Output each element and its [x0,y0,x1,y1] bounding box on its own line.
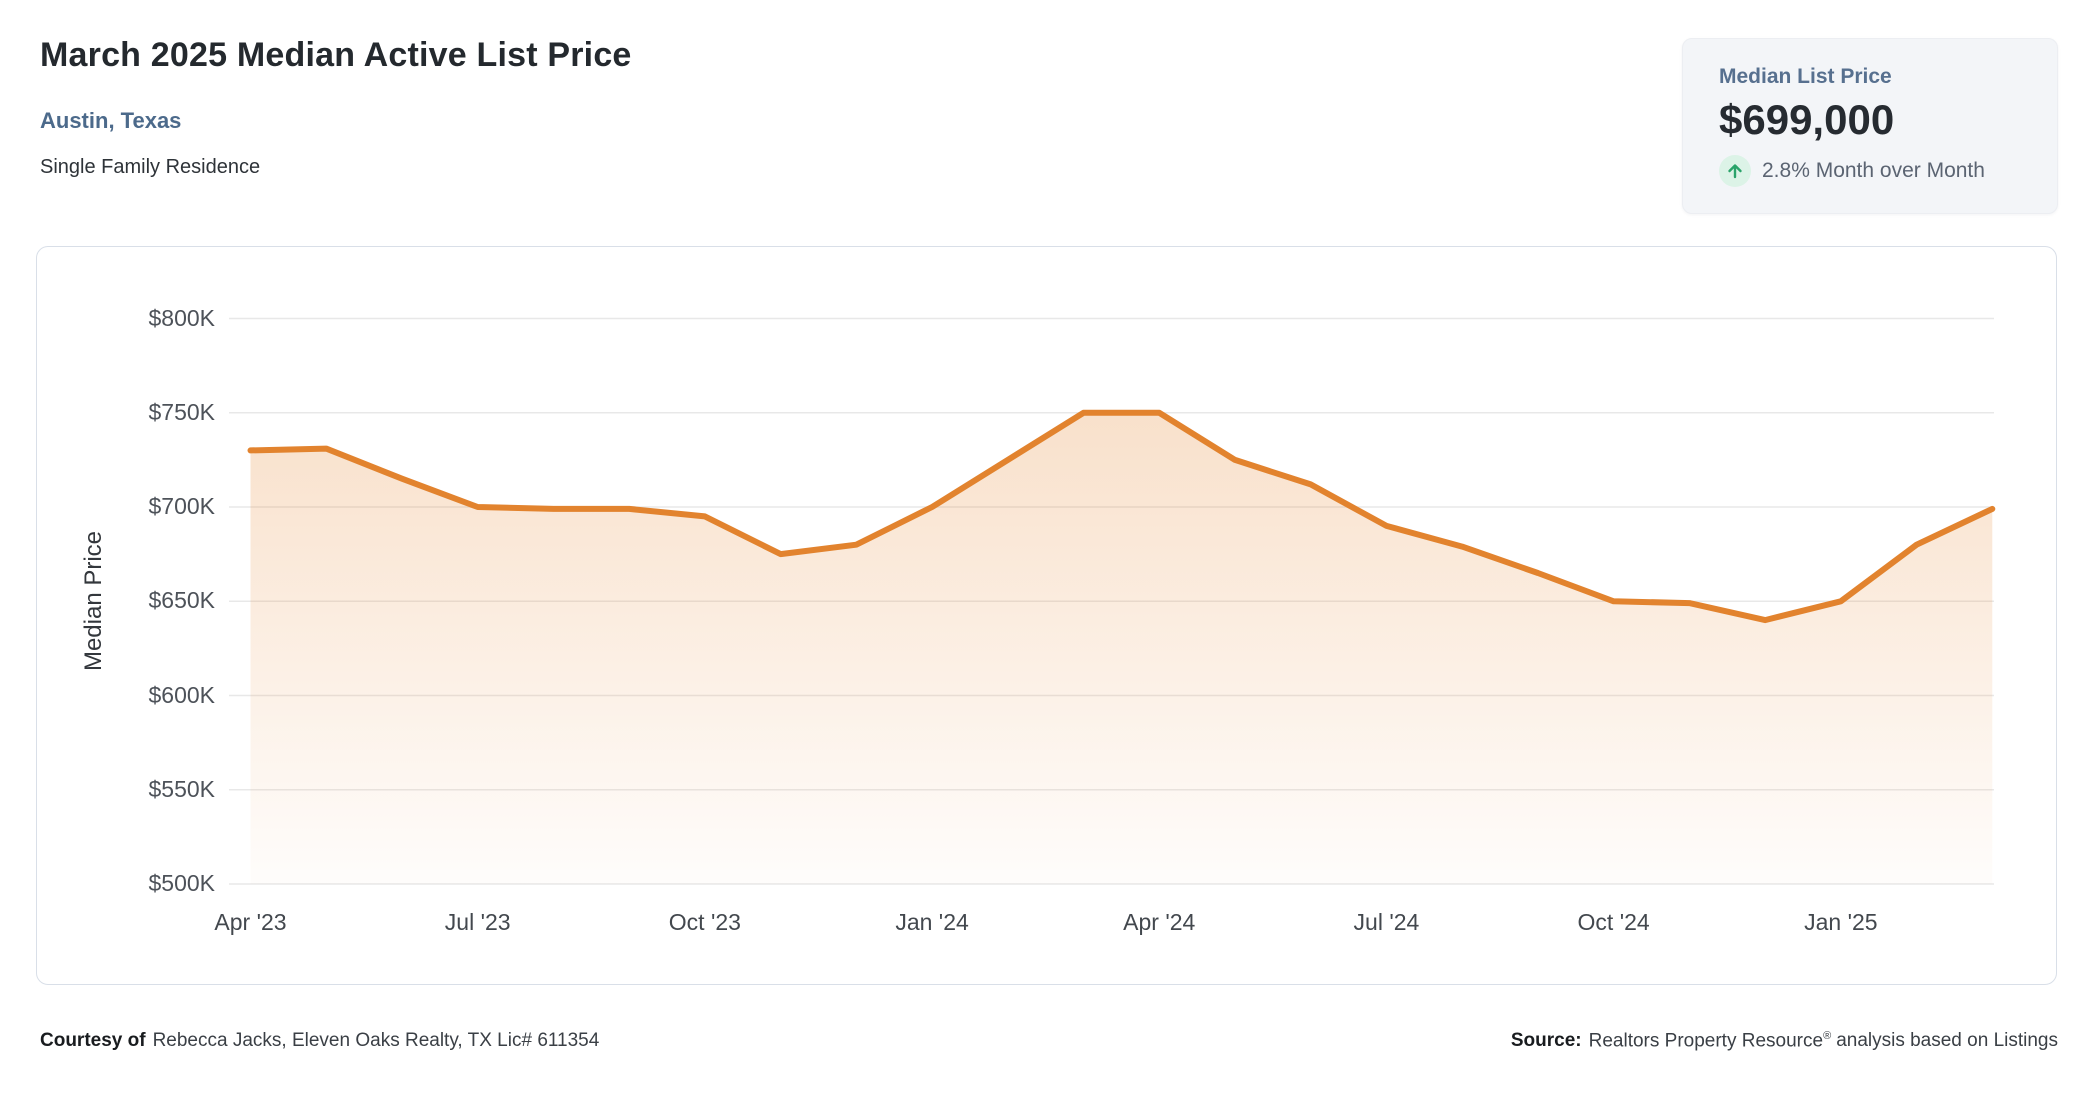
summary-card-label: Median List Price [1719,65,1892,88]
x-axis-tick-label: Apr '23 [214,909,287,935]
y-axis-tick-label: $700K [148,493,215,519]
x-axis-tick-label: Jul '24 [1353,909,1420,935]
source-line: Source: Realtors Property Resource® analys… [1511,1030,2058,1052]
courtesy-label: Courtesy of [40,1030,146,1051]
x-axis-tick-label: Jan '24 [895,909,969,935]
page-title: March 2025 Median Active List Price [40,36,632,74]
y-axis-tick-label: $500K [148,870,215,896]
x-axis-tick-label: Jan '25 [1804,909,1878,935]
area-fill [250,412,1993,884]
y-axis-tick-label: $550K [148,775,215,802]
y-axis-tick-label: $600K [148,681,215,708]
location-subtitle: Austin, Texas [40,108,182,133]
registered-mark: ® [1823,1030,1832,1042]
trend-text: 2.8% Month over Month [1762,159,1985,183]
source-label: Source: [1510,1030,1582,1052]
month-over-month-trend: 2.8% Month over Month [1719,155,2021,188]
x-axis-tick-label: Apr '24 [1123,909,1196,935]
price-line [247,409,1996,624]
property-type-label: Single Family Residence [40,156,261,178]
chart-canvas [229,317,1996,885]
y-axis-tick-label: $650K [148,587,215,614]
x-axis-tick-label: Oct '23 [668,909,741,935]
source-name: Realtors Property Resource [1588,1030,1824,1052]
y-axis-tick-label: $750K [148,398,215,425]
x-axis-tick-label: Oct '24 [1577,909,1650,935]
median-list-price-card: Median List Price $699,000 2.8% Month ov… [1682,38,2058,214]
arrow-up-icon [1719,155,1751,188]
courtesy-text: Rebecca Jacks, Eleven Oaks Realty, TX Li… [152,1030,600,1051]
source-suffix: analysis based on Listings [1836,1030,2058,1052]
price-trend-chart: Median Price $800K $750K $700K $650K $600K $5… [36,246,2057,985]
x-axis-tick-label: Jul '23 [444,909,511,935]
y-axis-tick-label: $800K [148,304,215,331]
median-list-price-value: $699,000 [1719,96,1895,143]
courtesy-line: Courtesy of Rebecca Jacks, Eleven Oaks Re… [40,1030,599,1052]
